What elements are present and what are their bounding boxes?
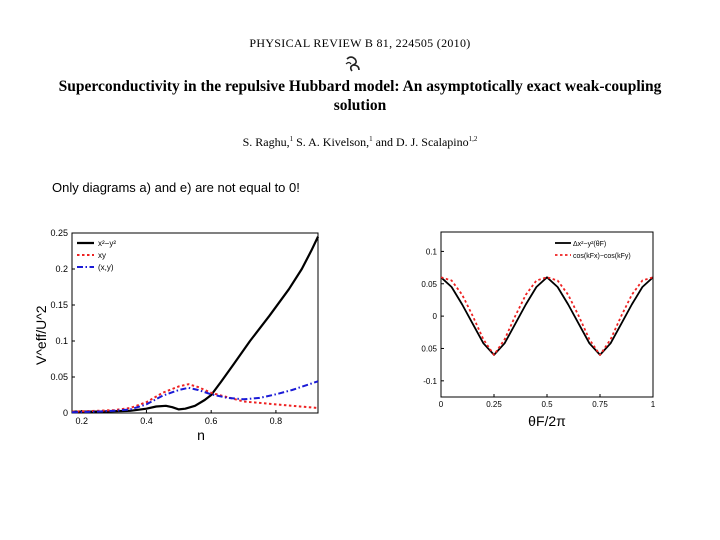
x-tick-label: 0.75 (592, 400, 608, 409)
series-line (71, 383, 319, 413)
y-tick-label: 0 (63, 408, 68, 418)
x-tick-label: 0.4 (140, 416, 153, 426)
x-tick-label: 1 (651, 400, 656, 409)
author-affiliation: 1 (369, 135, 373, 143)
journal-citation: PHYSICAL REVIEW B 81, 224505 (2010) (249, 36, 471, 50)
legend-label: cos(kFx)−cos(kFy) (573, 253, 631, 260)
plot-frame (71, 232, 319, 414)
y-tick-label: 0.1 (55, 336, 68, 346)
legend-label: x²−y² (98, 239, 116, 248)
x-axis-label: n (197, 427, 205, 443)
y-tick-label: 0.15 (50, 300, 68, 310)
author-name: S. Raghu, (242, 135, 290, 149)
legend-label: xy (98, 251, 106, 260)
author-affiliation: 1,2 (468, 135, 478, 143)
legend-label: Δx²−y²(θF) (573, 241, 606, 248)
y-tick-label: 0 (433, 312, 438, 321)
gap-function-chart: 0 0.25 0.5 0.75 1 0.1 0.05 0 0.05 -0.1 θF/2π Δx²−y²… (421, 231, 656, 429)
x-tick-label: 0 (439, 400, 444, 409)
legend-label: (x,y) (98, 263, 114, 272)
paper-title-line2: solution (333, 97, 387, 114)
x-axis-label: θF/2π (528, 413, 566, 429)
series-line (440, 276, 654, 356)
y-tick-label: 0.2 (55, 264, 68, 274)
y-tick-label: 0.05 (421, 344, 437, 353)
y-tick-label: 0.1 (426, 247, 438, 256)
slide-note: Only diagrams a) and e) are not equal to… (52, 180, 300, 195)
x-tick-label: 0.2 (75, 416, 88, 426)
author-list: S. Raghu,1 S. A. Kivelson,1 and D. J. Sc… (0, 135, 720, 150)
pairing-strength-chart: 0.2 0.4 0.6 0.8 0 0.05 0.1 0.15 0.2 0.25 n V^eff/U^… (33, 228, 319, 443)
journal-logo-icon (345, 56, 360, 72)
author-name: and D. J. Scalapino (375, 135, 469, 149)
paper-title: Superconductivity in the repulsive Hubba… (15, 77, 705, 115)
series-line (440, 276, 654, 356)
series-line (72, 236, 319, 413)
author-name: S. A. Kivelson, (296, 135, 370, 149)
author-affiliation: 1 (289, 135, 294, 143)
y-tick-label: -0.1 (423, 377, 437, 386)
y-tick-label: 0.25 (50, 228, 68, 238)
y-tick-label: 0.05 (50, 372, 68, 382)
y-axis-label: V^eff/U^2 (33, 305, 49, 365)
x-tick-label: 0.25 (486, 400, 502, 409)
y-tick-label: 0.05 (421, 280, 437, 289)
series-line (71, 380, 319, 414)
paper-title-line1: Superconductivity in the repulsive Hubba… (58, 78, 662, 95)
x-tick-label: 0.5 (541, 400, 553, 409)
x-tick-label: 0.6 (205, 416, 218, 426)
x-tick-label: 0.8 (270, 416, 283, 426)
